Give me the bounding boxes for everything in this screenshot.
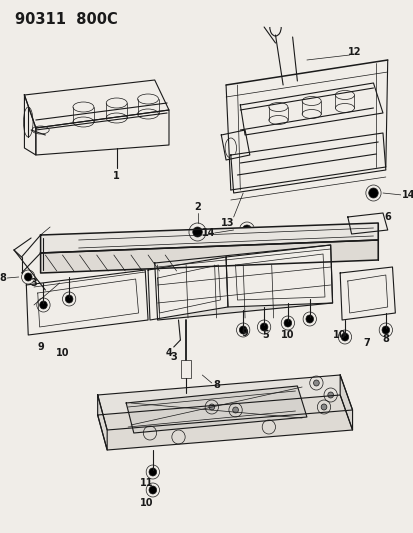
Text: 11: 11 [140,478,154,488]
Polygon shape [36,110,169,155]
Polygon shape [26,270,148,335]
Text: 90311  800C: 90311 800C [15,12,117,27]
Circle shape [260,323,267,331]
Text: 4: 4 [165,348,172,358]
Polygon shape [339,267,394,320]
Circle shape [305,315,313,323]
Circle shape [327,392,333,398]
Text: 10: 10 [56,348,69,358]
Text: 9: 9 [37,342,44,352]
Text: 8: 8 [213,380,219,390]
Circle shape [192,227,202,237]
Circle shape [181,392,190,402]
Polygon shape [126,386,306,433]
Polygon shape [97,395,352,450]
Text: 1: 1 [113,171,120,181]
Circle shape [242,225,251,235]
Polygon shape [154,245,332,320]
Polygon shape [97,395,107,450]
Text: 3: 3 [170,352,177,362]
Text: 3: 3 [31,278,37,288]
Circle shape [40,301,47,309]
Text: 14: 14 [401,190,413,200]
Circle shape [320,404,326,410]
Text: 14: 14 [202,228,215,238]
Circle shape [283,319,291,327]
Text: 10: 10 [140,498,154,508]
Polygon shape [148,257,228,320]
Text: 8: 8 [382,334,388,344]
Bar [181,360,190,378]
Text: 10: 10 [280,330,294,340]
Polygon shape [40,223,377,253]
Text: 2: 2 [194,202,200,212]
Text: 12: 12 [347,47,360,57]
Text: 7: 7 [363,338,369,348]
Text: 6: 6 [383,212,390,222]
Circle shape [149,468,156,476]
Text: 9: 9 [241,328,248,338]
Circle shape [24,273,32,281]
Circle shape [340,333,348,341]
Polygon shape [240,83,382,135]
Circle shape [149,486,156,494]
Circle shape [368,188,377,198]
Polygon shape [339,375,352,430]
Polygon shape [230,133,385,193]
Polygon shape [40,240,377,273]
Circle shape [65,295,73,303]
Circle shape [232,407,238,413]
Polygon shape [24,95,36,155]
Circle shape [239,326,247,334]
Text: 10: 10 [332,330,346,340]
Polygon shape [221,130,249,160]
Circle shape [313,380,318,386]
Polygon shape [97,375,352,430]
Polygon shape [225,245,332,307]
Text: 5: 5 [262,330,269,340]
Text: 8: 8 [0,273,6,283]
Polygon shape [24,80,169,128]
Circle shape [209,404,214,410]
Circle shape [381,326,389,334]
Text: 13: 13 [221,218,234,228]
